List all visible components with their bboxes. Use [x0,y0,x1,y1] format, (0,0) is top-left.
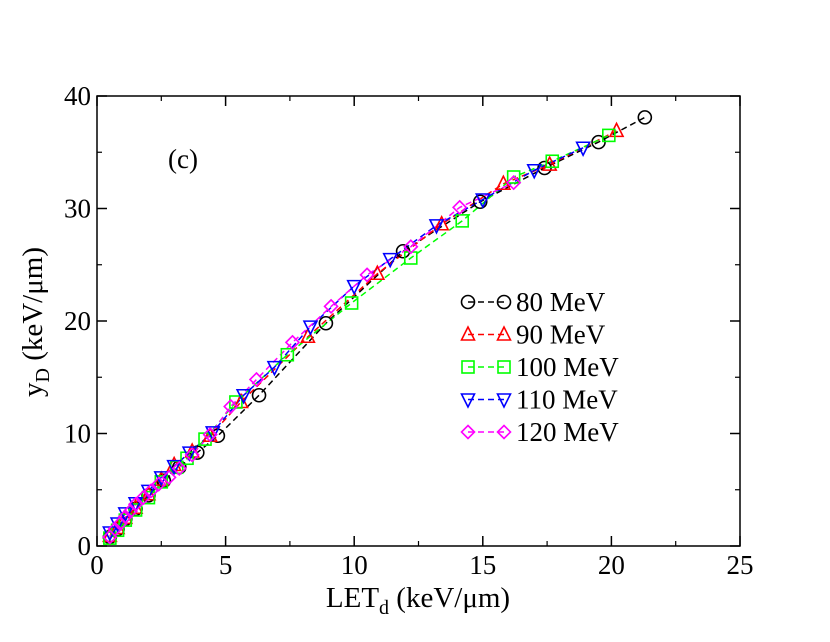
y-tick-label: 0 [78,531,92,561]
x-tick-label: 25 [727,550,754,580]
data-point-120-mev [452,199,468,216]
y-axis-title-sub: D [32,368,54,382]
data-point-120-mev [135,489,151,506]
legend-marker-120-mev [496,424,512,440]
data-point-120-mev [117,509,133,525]
data-point-120-mev [284,334,301,351]
data-point-80-mev [637,110,653,125]
data-point-80-mev [251,387,267,403]
y-axis-title-main: y [17,382,49,397]
legend-marker-80-mev [460,294,476,310]
data-point-110-mev [302,320,319,336]
data-point-100-mev [506,170,521,184]
data-point-120-mev [171,460,187,477]
data-point-90-mev [369,264,386,281]
data-point-120-mev [202,426,218,443]
x-tick-label: 10 [341,550,368,580]
y-tick-label: 40 [64,81,91,111]
data-point-100-mev [455,214,470,228]
data-point-110-mev [166,459,182,476]
data-point-120-mev [223,398,239,415]
data-point-100-mev [280,347,295,362]
legend-label-100-mev: 100 MeV [516,352,619,382]
x-axis-title-main: LET [326,582,379,614]
data-point-100-mev [118,513,133,527]
data-point-110-mev [475,193,491,209]
x-axis-title-sub: d [379,597,389,619]
data-point-110-mev [526,163,543,180]
data-point-120-mev [359,267,375,283]
data-point-100-mev [128,503,143,517]
data-point-120-mev [151,476,167,492]
data-point-80-mev [472,194,488,210]
data-point-110-mev [266,360,283,377]
data-point-90-mev [433,214,450,231]
data-point-120-mev [143,483,159,499]
data-point-100-mev [180,451,194,466]
data-point-110-mev [428,219,445,235]
data-point-100-mev [545,154,560,169]
series-line-120-mev [109,181,515,538]
series-line-110-mev [109,147,584,533]
legend-marker-100-mev [461,360,475,374]
legend-marker-110-mev [496,393,512,409]
series-markers [102,110,653,545]
x-axis-title-rest: (keV/μm) [389,582,510,614]
x-tick-label: 5 [219,550,233,580]
legend-marker-120-mev [460,424,476,440]
legend-label-110-mev: 110 MeV [516,385,618,415]
data-point-110-mev [346,279,362,296]
data-point-120-mev [127,496,144,513]
data-point-120-mev [323,298,339,315]
legend-marker-90-mev [460,325,476,341]
data-point-120-mev [506,174,522,191]
data-point-100-mev [344,296,359,310]
data-point-120-mev [107,521,123,537]
x-axis-title: LETd (keV/μm) [326,582,510,619]
y-tick-label: 20 [64,306,91,336]
legend-marker-80-mev [496,294,512,310]
y-tick-label: 30 [64,194,91,224]
data-point-90-mev [300,327,316,344]
data-point-120-mev [403,239,419,255]
data-point-100-mev [403,251,418,265]
legend-marker-90-mev [496,325,512,341]
data-point-110-mev [382,252,399,269]
legend-marker-100-mev [497,360,511,374]
axis-ticks: 0 5 10 15 20 25 0 10 20 30 40 [64,81,754,580]
legend-label-120-mev: 120 MeV [516,417,619,447]
data-point-80-mev [318,315,334,331]
y-tick-label: 10 [64,419,91,449]
x-tick-label: 0 [90,550,104,580]
panel-label: (c) [168,144,198,174]
legend-label-90-mev: 90 MeV [516,320,606,350]
data-point-110-mev [575,141,591,158]
y-axis-title-rest: (keV/μm) [17,247,49,368]
y-axis-title: yD (keV/μm) [17,247,54,397]
legend-label-80-mev: 80 MeV [516,287,606,317]
data-point-120-mev [248,371,265,388]
x-tick-label: 15 [469,550,496,580]
data-point-120-mev [184,447,200,463]
data-point-100-mev [602,128,616,143]
legend-marker-110-mev [460,393,476,409]
x-tick-label: 20 [598,550,625,580]
data-point-110-mev [235,388,252,405]
data-point-120-mev [161,469,177,486]
